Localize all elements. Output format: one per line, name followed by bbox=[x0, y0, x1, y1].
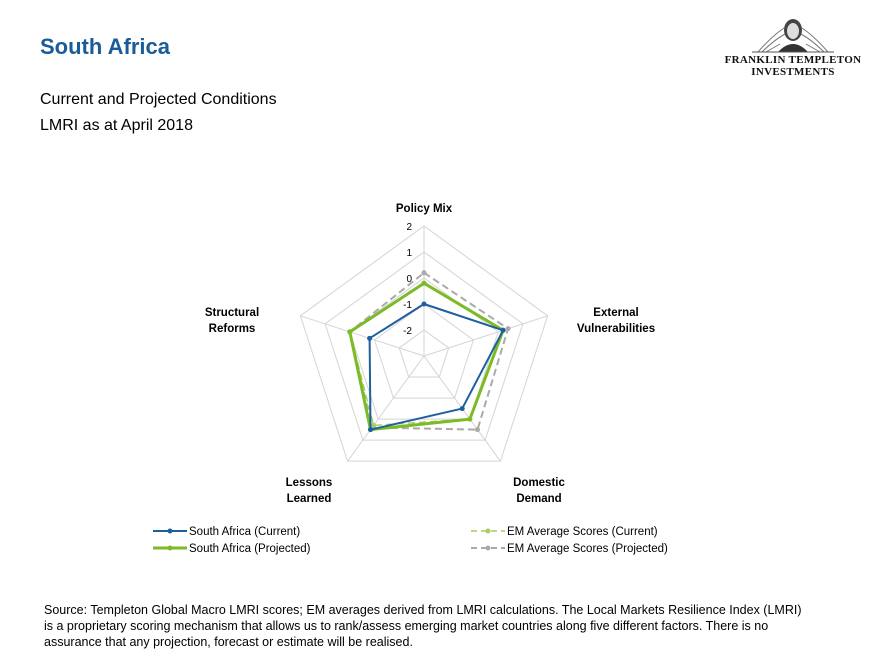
radial-tick-labels: -2 -1 0 1 2 bbox=[403, 222, 412, 337]
series-layer bbox=[347, 270, 511, 433]
data-point bbox=[467, 416, 473, 422]
logo-text-line2: INVESTMENTS bbox=[751, 66, 835, 78]
legend-marker bbox=[167, 545, 173, 551]
axis-label-line: Vulnerabilities bbox=[577, 323, 655, 335]
series-line bbox=[348, 271, 510, 431]
data-point bbox=[474, 427, 480, 433]
radar-grid bbox=[299, 225, 549, 462]
grid-ring bbox=[373, 303, 475, 399]
data-point bbox=[421, 280, 427, 286]
chart-date-subtitle: LMRI as at April 2018 bbox=[40, 117, 193, 134]
data-point bbox=[367, 335, 373, 341]
axis-label-line: Demand bbox=[516, 493, 561, 505]
tick-label: 1 bbox=[406, 248, 412, 259]
grid-ring bbox=[324, 251, 524, 441]
data-point bbox=[459, 406, 465, 412]
tick-label: -2 bbox=[403, 326, 412, 337]
data-point bbox=[371, 422, 377, 428]
grid-spoke bbox=[347, 355, 425, 462]
legend-item: EM Average Scores (Current) bbox=[471, 526, 658, 538]
axis-label-line: Policy Mix bbox=[396, 203, 453, 215]
axis-label: Domestic Demand bbox=[513, 477, 565, 505]
tick-label: 0 bbox=[406, 274, 412, 285]
axis-label-line: Reforms bbox=[209, 323, 256, 335]
axis-labels: Policy Mix External Vulnerabilities Domesti… bbox=[205, 203, 655, 505]
grid-spoke bbox=[300, 315, 425, 357]
page-title: South Africa bbox=[40, 34, 170, 59]
benjamin-franklin-portrait-icon bbox=[752, 19, 834, 53]
legend-item: South Africa (Current) bbox=[153, 526, 300, 538]
data-point bbox=[421, 301, 427, 307]
legend-marker bbox=[485, 545, 491, 551]
legend-item: EM Average Scores (Projected) bbox=[471, 543, 668, 555]
series-line bbox=[348, 281, 505, 432]
data-point bbox=[505, 326, 511, 332]
radar-chart: -2 -1 0 1 2 Policy Mix External Vulnerabilitie… bbox=[153, 203, 668, 555]
axis-label-line: External bbox=[593, 307, 638, 319]
tick-label: -1 bbox=[403, 300, 412, 311]
grid-spoke bbox=[423, 315, 548, 357]
axis-label: Lessons Learned bbox=[286, 477, 333, 505]
series-line bbox=[368, 303, 505, 431]
axis-label: External Vulnerabilities bbox=[577, 307, 655, 335]
franklin-templeton-logo: FRANKLIN TEMPLETON INVESTMENTS bbox=[722, 14, 864, 80]
axis-label-line: Structural bbox=[205, 307, 259, 319]
data-point bbox=[421, 270, 427, 276]
axis-label: Policy Mix bbox=[396, 203, 453, 215]
logo-text-line1: FRANKLIN TEMPLETON bbox=[724, 54, 862, 66]
legend-item: South Africa (Projected) bbox=[153, 543, 311, 555]
source-note: Source: Templeton Global Macro LMRI scor… bbox=[44, 603, 802, 649]
tick-label: 2 bbox=[406, 222, 412, 233]
series-line bbox=[349, 282, 504, 427]
legend-label: South Africa (Projected) bbox=[189, 543, 311, 555]
legend-marker bbox=[485, 528, 491, 534]
axis-label-line: Lessons bbox=[286, 477, 333, 489]
axis-label-line: Learned bbox=[287, 493, 332, 505]
legend-label: South Africa (Current) bbox=[189, 526, 300, 538]
series bbox=[367, 301, 506, 433]
axis-label-line: Domestic bbox=[513, 477, 565, 489]
data-point bbox=[368, 427, 374, 433]
legend-marker bbox=[167, 528, 173, 534]
data-point bbox=[500, 327, 506, 333]
data-point bbox=[347, 329, 353, 335]
legend-label: EM Average Scores (Projected) bbox=[507, 543, 668, 555]
grid-ring bbox=[398, 329, 450, 378]
chart-legend: South Africa (Current) South Africa (Proj… bbox=[153, 526, 668, 555]
chart-subtitle: Current and Projected Conditions bbox=[40, 91, 277, 108]
axis-label: Structural Reforms bbox=[205, 307, 259, 335]
grid-ring bbox=[299, 225, 549, 462]
series bbox=[347, 270, 511, 433]
legend-label: EM Average Scores (Current) bbox=[507, 526, 658, 538]
